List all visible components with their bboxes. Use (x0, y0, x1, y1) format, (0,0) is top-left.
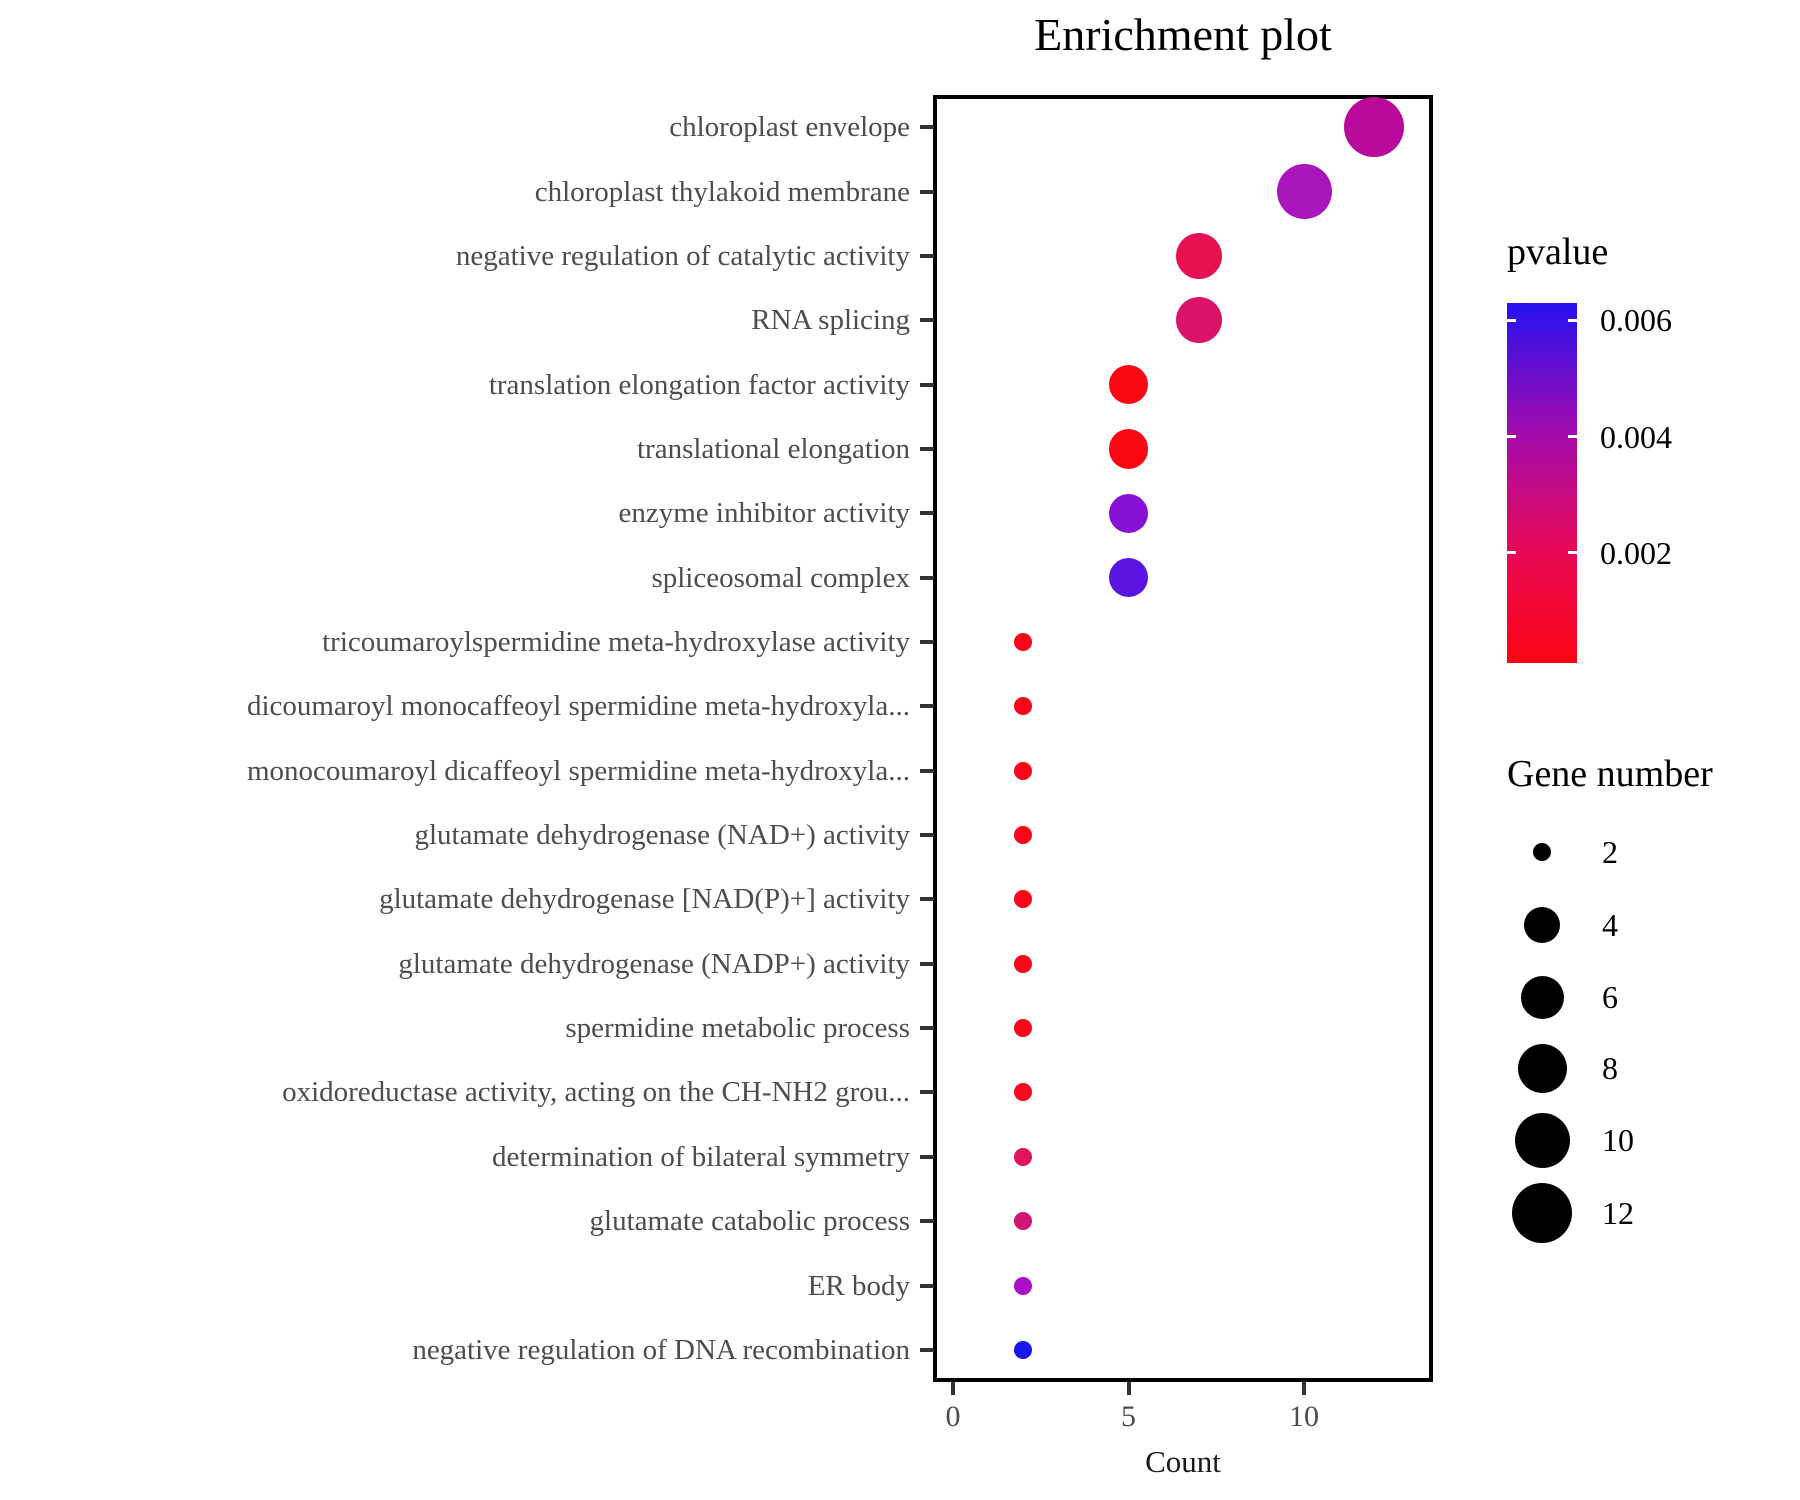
y-tick-mark (920, 1026, 934, 1031)
size-legend-label: 8 (1602, 1050, 1618, 1086)
size-legend-title: Gene number (1507, 753, 1713, 795)
category-label: spermidine metabolic process (565, 1012, 910, 1045)
data-point-bubble (1108, 493, 1149, 534)
size-legend-label: 6 (1602, 979, 1618, 1015)
size-legend-circle (1512, 1183, 1572, 1243)
x-tick-mark (1302, 1382, 1306, 1395)
y-tick-mark (920, 1219, 934, 1224)
data-point-bubble (1014, 954, 1033, 973)
data-point-bubble (1108, 429, 1149, 469)
chart-title: Enrichment plot (1034, 9, 1332, 60)
x-tick-label: 5 (1121, 1400, 1136, 1433)
category-label: monocoumaroyl dicaffeoyl spermidine meta… (246, 754, 910, 787)
colorbar-tick-label: 0.006 (1600, 302, 1672, 339)
data-point-bubble (1175, 232, 1222, 279)
colorbar-tick-right (1568, 551, 1577, 555)
y-tick-mark (920, 1283, 934, 1288)
category-label: ER body (807, 1269, 910, 1302)
pvalue-colorbar (1507, 303, 1577, 663)
category-label: tricoumaroylspermidine meta-hydroxylase … (322, 626, 910, 658)
y-tick-mark (920, 511, 934, 516)
y-tick-mark (920, 1154, 934, 1159)
y-tick-mark (920, 833, 934, 838)
y-tick-mark (920, 1090, 934, 1095)
y-tick-mark (920, 318, 934, 323)
y-tick-mark (920, 446, 934, 451)
category-label: RNA splicing (751, 304, 910, 337)
colorbar-tick-right (1568, 318, 1577, 322)
category-label: oxidoreductase activity, acting on the C… (282, 1076, 910, 1109)
category-label: glutamate dehydrogenase (NAD+) activity (414, 819, 911, 852)
size-legend-label: 2 (1602, 834, 1618, 870)
colorbar-tick-left (1507, 551, 1516, 555)
data-point-bubble (1108, 557, 1149, 598)
y-tick-mark (920, 189, 934, 194)
data-point-bubble (1014, 697, 1033, 716)
category-label: chloroplast envelope (669, 111, 910, 144)
category-label: enzyme inhibitor activity (618, 497, 910, 530)
y-tick-mark (920, 125, 934, 130)
colorbar-tick-left (1507, 435, 1516, 439)
data-point-bubble (1344, 97, 1405, 158)
y-tick-mark (920, 640, 934, 644)
category-label: glutamate catabolic process (589, 1205, 910, 1238)
data-point-bubble (1014, 890, 1033, 909)
category-label: glutamate dehydrogenase [NAD(P)+] activi… (379, 883, 910, 916)
y-tick-mark (920, 897, 934, 902)
colorbar-tick-left (1507, 318, 1516, 322)
y-tick-mark (920, 961, 934, 966)
data-point-bubble (1276, 164, 1332, 220)
category-label: glutamate dehydrogenase (NADP+) activity (398, 947, 910, 980)
data-point-bubble (1014, 1212, 1033, 1231)
colorbar-tick-right (1568, 435, 1577, 439)
category-label: translational elongation (636, 432, 910, 465)
data-point-bubble (1014, 633, 1033, 651)
category-label: negative regulation of DNA recombination (412, 1333, 910, 1366)
y-tick-mark (920, 768, 934, 773)
data-point-bubble (1014, 1083, 1033, 1102)
category-label: determination of bilateral symmetry (492, 1140, 910, 1173)
y-tick-mark (920, 704, 934, 709)
x-axis-title: Count (1145, 1444, 1221, 1479)
x-tick-label: 0 (945, 1400, 961, 1433)
pvalue-legend-title: pvalue (1507, 231, 1609, 273)
y-tick-mark (920, 1347, 934, 1352)
y-tick-mark (920, 253, 934, 258)
x-tick-mark (1126, 1382, 1131, 1395)
size-legend-label: 4 (1602, 907, 1618, 943)
data-point-bubble (1014, 826, 1033, 845)
category-label: spliceosomal complex (651, 561, 910, 594)
size-legend-circle (1533, 843, 1551, 861)
size-legend-circle (1514, 1112, 1570, 1168)
y-tick-mark (920, 382, 934, 387)
category-label: negative regulation of catalytic activit… (455, 239, 910, 272)
size-legend-circle (1524, 907, 1560, 943)
size-legend-circle (1517, 1043, 1567, 1093)
category-label: translation elongation factor activity (488, 368, 910, 401)
data-point-bubble (1014, 1147, 1033, 1166)
data-point-bubble (1014, 761, 1033, 780)
x-tick-mark (951, 1382, 955, 1395)
data-point-bubble (1108, 364, 1149, 405)
data-point-bubble (1014, 1340, 1033, 1359)
colorbar-tick-label: 0.002 (1600, 534, 1672, 571)
category-label: dicoumaroyl monocaffeoyl spermidine meta… (246, 690, 910, 723)
size-legend-label: 12 (1602, 1195, 1634, 1231)
data-point-bubble (1014, 1276, 1033, 1295)
x-tick-label: 10 (1289, 1400, 1319, 1433)
size-legend-label: 10 (1602, 1122, 1634, 1158)
y-tick-mark (920, 575, 934, 580)
size-legend-circle (1520, 975, 1564, 1019)
data-point-bubble (1175, 297, 1222, 344)
category-label: chloroplast thylakoid membrane (534, 175, 910, 208)
colorbar-tick-label: 0.004 (1600, 418, 1672, 455)
plot-panel (933, 95, 1433, 1382)
data-point-bubble (1014, 1019, 1033, 1038)
